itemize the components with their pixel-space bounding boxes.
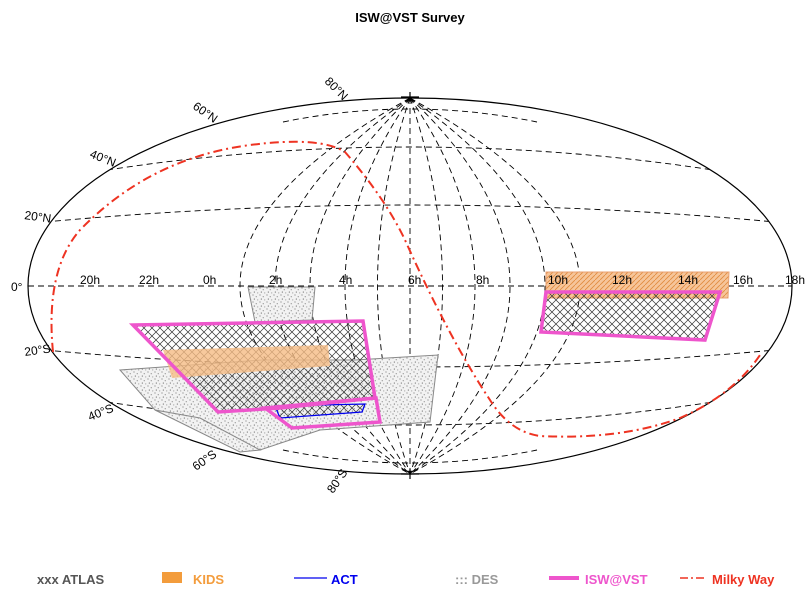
ra-label-18h: 18h [785,273,805,287]
pole-markers [401,92,419,479]
legend-isw-label: ISW@VST [585,572,648,587]
des-region-upper [247,286,316,323]
dec-label-80s: 80°S [324,466,350,495]
legend-kids-swatch [162,572,182,583]
ra-label-14h: 14h [678,273,698,287]
ra-label-4h: 4h [339,273,352,287]
dec-label-20s: 20°S [23,341,51,359]
kids-south-region [163,345,330,378]
chart-title: ISW@VST Survey [355,10,465,25]
ra-label-6h: 6h [408,273,421,287]
ra-label-12h: 12h [612,273,632,287]
dec-label-40s: 40°S [86,401,115,424]
ra-label-20h: 20h [80,273,100,287]
legend-mw-label: Milky Way [712,572,775,587]
grid-meridian-9 [409,98,546,474]
grid-meridian-8 [409,98,511,474]
tick-labels: 20h 22h 0h 2h 4h 6h 8h 10h 12h 14h 16h 1… [11,74,805,495]
legend-kids-label: KIDS [193,572,224,587]
grid-meridian-3 [309,98,411,474]
grid-parallel-20n [44,204,776,223]
grid-parallel-70s [282,449,538,464]
dec-label-80n: 80°N [322,74,351,103]
ra-label-2h: 2h [269,273,282,287]
grid-parallel-40n [106,146,714,171]
grid-meridian-2 [274,98,411,474]
ra-label-10h: 10h [548,273,568,287]
ra-label-8h: 8h [476,273,489,287]
legend-act-label: ACT [331,572,358,587]
dec-label-20n: 20°N [24,208,52,226]
dec-label-60n: 60°N [190,99,220,126]
ra-label-0h: 0h [203,273,216,287]
milky-way-line [50,140,763,438]
isw-footprint [128,290,723,430]
isw-north-region [539,290,723,342]
dec-label-0: 0° [11,280,23,294]
atlas-north-region [541,292,720,340]
dec-label-60s: 60°S [190,447,219,473]
grid-meridian-7 [409,98,476,474]
des-region-lower [154,409,262,453]
ra-label-22h: 22h [139,273,159,287]
legend: xxx ATLAS KIDS ACT ::: DES ISW@VST Milky… [37,572,775,587]
ra-label-16h: 16h [733,273,753,287]
grid-parallel-70n [282,108,538,123]
dec-label-40n: 40°N [88,147,118,170]
legend-atlas-label: xxx ATLAS [37,572,105,587]
grid-meridian-6 [409,98,443,474]
isw-act-region [260,396,383,430]
legend-des-label: ::: DES [455,572,499,587]
